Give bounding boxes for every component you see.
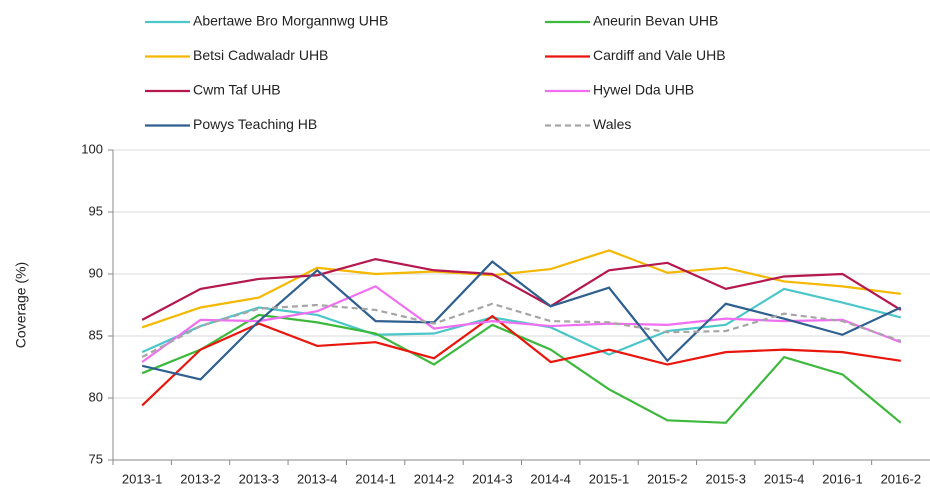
- series-line: [141, 314, 901, 407]
- x-tick-label: 2015-3: [706, 471, 746, 486]
- x-tick-label: 2015-2: [647, 471, 687, 486]
- legend-label: Aneurin Bevan UHB: [593, 13, 718, 29]
- x-tick-label: 2013-2: [180, 471, 220, 486]
- x-tick-label: 2016-1: [822, 471, 862, 486]
- y-axis-label: Coverage (%): [13, 262, 29, 348]
- x-tick-label: 2014-1: [355, 471, 395, 486]
- series-line: [141, 257, 902, 321]
- series-line: [141, 302, 902, 359]
- legend-label: Cwm Taf UHB: [193, 82, 281, 98]
- series-line: [141, 285, 902, 363]
- y-tick-label: 85: [89, 327, 103, 342]
- x-tick-label: 2013-1: [122, 471, 162, 486]
- y-tick-label: 75: [89, 451, 103, 466]
- legend-label: Wales: [593, 116, 631, 132]
- x-tick-label: 2015-1: [589, 471, 629, 486]
- y-tick-label: 90: [89, 265, 103, 280]
- y-tick-label: 100: [81, 141, 103, 156]
- x-tick-label: 2016-2: [881, 471, 921, 486]
- legend-label: Abertawe Bro Morgannwg UHB: [193, 13, 388, 29]
- y-tick-label: 80: [89, 389, 103, 404]
- x-tick-label: 2014-3: [472, 471, 512, 486]
- x-tick-label: 2014-2: [414, 471, 454, 486]
- x-tick-label: 2015-4: [764, 471, 804, 486]
- legend-label: Powys Teaching HB: [193, 116, 317, 132]
- legend-label: Hywel Dda UHB: [593, 82, 694, 98]
- x-tick-label: 2013-4: [297, 471, 337, 486]
- legend-label: Betsi Cadwaladr UHB: [193, 47, 328, 63]
- y-tick-label: 95: [89, 203, 103, 218]
- series-line: [141, 313, 902, 424]
- x-tick-label: 2014-4: [530, 471, 570, 486]
- legend-label: Cardiff and Vale UHB: [593, 47, 726, 63]
- series-line: [141, 287, 902, 356]
- x-tick-label: 2013-3: [239, 471, 279, 486]
